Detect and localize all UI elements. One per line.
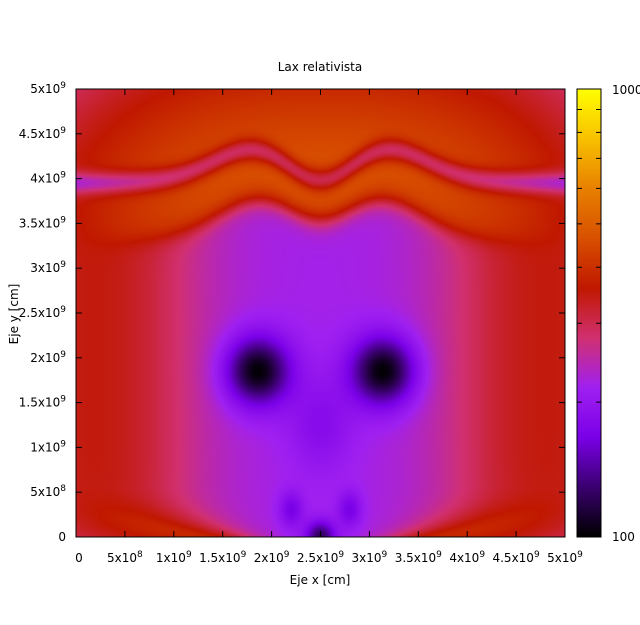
- y-tick-label: 3.5x109: [19, 215, 66, 230]
- y-axis-ticks: 0 5x108 1x109 1.5x109 2x109 2.5x109 3x109 3.5x1…: [19, 81, 565, 544]
- y-tick-label: 1x109: [30, 439, 66, 454]
- x-tick-label: 0: [75, 551, 83, 565]
- x-tick-label: 5x108: [107, 550, 143, 565]
- colorbar-frame: [576, 88, 602, 538]
- x-tick-label: 2.5x109: [297, 550, 344, 565]
- x-axis-label: Eje x [cm]: [290, 573, 351, 587]
- y-tick-label: 5x109: [30, 81, 66, 96]
- x-tick-label: 4.5x109: [492, 550, 539, 565]
- x-tick-label: 2x109: [254, 550, 290, 565]
- y-axis-label: Eje y [cm]: [7, 284, 21, 345]
- x-tick-label: 5x109: [547, 550, 583, 565]
- y-tick-label: 2.5x109: [19, 305, 66, 320]
- colorbar-min-label: 100: [612, 530, 635, 544]
- x-tick-label: 1x109: [156, 550, 192, 565]
- chart-title: Lax relativista: [278, 60, 362, 74]
- plot-frame: [75, 88, 566, 538]
- y-tick-label: 5x108: [30, 484, 66, 499]
- x-tick-label: 1.5x109: [199, 550, 246, 565]
- y-tick-label: 0: [58, 530, 66, 544]
- y-tick-label: 3x109: [30, 260, 66, 275]
- x-tick-label: 3.5x109: [395, 550, 442, 565]
- x-tick-label: 3x109: [352, 550, 388, 565]
- y-tick-label: 4x109: [30, 171, 66, 186]
- heatmap-image: [76, 89, 565, 537]
- colorbar-max-label: 1000: [612, 83, 640, 97]
- x-tick-label: 4x109: [449, 550, 485, 565]
- y-tick-label: 4.5x109: [19, 126, 66, 141]
- colorbar-ticks: [577, 88, 601, 538]
- x-axis-ticks: 0 5x108 1x109 1.5x109 2x109 2.5x109 3x109 3.5x1…: [75, 89, 583, 565]
- y-tick-label: 1.5x109: [19, 395, 66, 410]
- y-tick-label: 2x109: [30, 350, 66, 365]
- colorbar: [577, 89, 601, 537]
